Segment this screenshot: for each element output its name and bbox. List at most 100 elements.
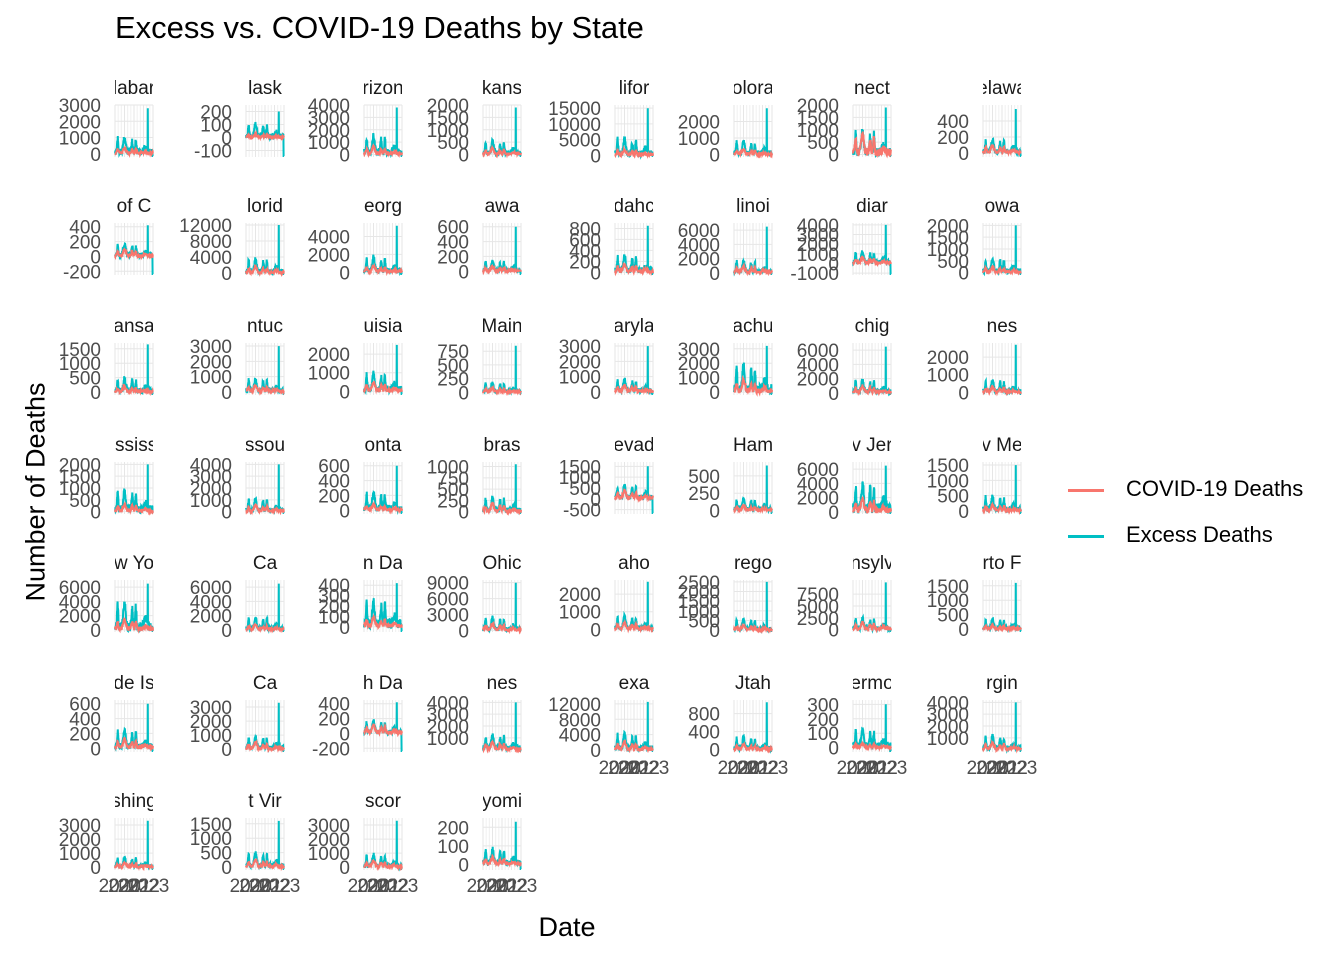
y-tick-label: 0 xyxy=(458,146,469,167)
y-tick-label: 1000 xyxy=(59,354,101,375)
y-tick-label: 3000 xyxy=(308,816,350,837)
y-tick-label: 0 xyxy=(709,264,720,285)
facet-strip-label: nect xyxy=(854,78,891,99)
y-tick-label: 100 xyxy=(437,837,469,858)
series-line-covid xyxy=(482,263,522,276)
y-tick-label: 400 xyxy=(437,233,469,254)
x-tick-label: 2021 xyxy=(476,876,518,897)
y-tick-label: 2000 xyxy=(190,607,232,628)
y-tick-label: 1500 xyxy=(59,467,101,488)
y-tick-label: 200 xyxy=(318,486,350,507)
facet-strip-label: Ca xyxy=(253,553,278,574)
series-line-covid xyxy=(114,736,154,752)
y-tick-label: 1000 xyxy=(190,829,232,850)
y-tick-label: 400 xyxy=(318,472,350,493)
y-tick-label: 500 xyxy=(437,480,469,501)
x-tick-label: 2023 xyxy=(376,876,418,897)
y-tick-label: 3000 xyxy=(190,337,232,358)
y-tick-label: 400 xyxy=(318,695,350,716)
x-tick-label: 2020 xyxy=(348,876,390,897)
y-tick-label: 0 xyxy=(339,382,350,403)
y-tick-label: 4000 xyxy=(927,693,969,714)
y-tick-label: 4000 xyxy=(308,96,350,117)
y-tick-label: 0 xyxy=(709,502,720,523)
y-tick-label: 2000 xyxy=(927,348,969,369)
y-tick-label: 15000 xyxy=(548,99,601,120)
facet-strip-label: rizon xyxy=(362,78,403,99)
x-tick-label: 2020 xyxy=(230,876,272,897)
y-tick-label: 500 xyxy=(200,844,232,865)
facet-strip-label: eorg xyxy=(364,196,402,217)
y-tick-label: 2000 xyxy=(59,607,101,628)
y-tick-label: -100 xyxy=(194,142,232,163)
y-tick-label: 1000 xyxy=(308,133,350,154)
y-tick-label: 1000 xyxy=(678,602,720,623)
facet-strip-label: achu xyxy=(732,316,773,337)
y-tick-label: 4000 xyxy=(190,455,232,476)
y-tick-label: 0 xyxy=(709,383,720,404)
series-line-covid xyxy=(852,131,892,159)
y-tick-label: 10000 xyxy=(548,115,601,136)
y-tick-label: 4000 xyxy=(190,248,232,269)
facet-strip-label: n Da xyxy=(363,553,404,574)
x-axis-label: Date xyxy=(538,912,596,942)
series-line-covid xyxy=(482,144,522,159)
series-line-excess xyxy=(363,583,403,632)
series-line-covid xyxy=(482,384,522,396)
x-tick-label: 2020 xyxy=(837,758,879,779)
y-tick-label: 4000 xyxy=(797,474,839,495)
facet-strip-label: linoi xyxy=(736,196,770,217)
y-tick-label: 500 xyxy=(569,479,601,500)
y-tick-label: 2000 xyxy=(308,830,350,851)
facet-strip-label: Jtah xyxy=(735,673,771,694)
facet-strip-label: rgin xyxy=(986,673,1018,694)
series-line-covid xyxy=(733,622,773,635)
y-tick-label: 1000 xyxy=(927,729,969,750)
y-tick-label: 1000 xyxy=(427,121,469,142)
y-tick-label: 100 xyxy=(807,724,839,745)
y-tick-label: 0 xyxy=(828,254,839,275)
y-tick-label: 1500 xyxy=(427,108,469,129)
series-line-covid xyxy=(363,722,403,738)
y-tick-label: 3000 xyxy=(59,816,101,837)
y-tick-label: 1000 xyxy=(559,603,601,624)
y-tick-label: 200 xyxy=(807,710,839,731)
series-line-covid xyxy=(733,502,773,514)
x-tick-label: 2023 xyxy=(746,758,788,779)
facet-strip-label: owa xyxy=(985,196,1020,217)
series-line-covid xyxy=(245,621,285,634)
y-tick-label: 0 xyxy=(90,739,101,760)
x-tick-label: 2023 xyxy=(627,758,669,779)
y-tick-label: 4000 xyxy=(797,355,839,376)
y-tick-label: 2000 xyxy=(797,370,839,391)
facet-strip-label: nes xyxy=(487,673,518,694)
y-tick-label: 500 xyxy=(807,133,839,154)
y-tick-label: 0 xyxy=(590,741,601,762)
y-tick-label: 1000 xyxy=(427,458,469,479)
y-tick-label: 1000 xyxy=(190,726,232,747)
y-tick-label: -200 xyxy=(312,739,350,760)
y-tick-label: 0 xyxy=(339,501,350,522)
y-tick-label: 7500 xyxy=(797,585,839,606)
y-tick-label: 100 xyxy=(200,116,232,137)
facet-strip-label: chig xyxy=(855,316,890,337)
y-tick-label: 0 xyxy=(221,129,232,150)
